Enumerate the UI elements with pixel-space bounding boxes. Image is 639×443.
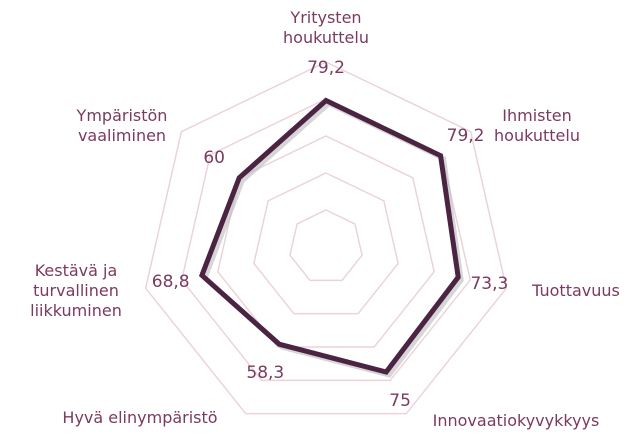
data-label: 73,3 <box>470 274 509 295</box>
axis-label: Ihmisten houkuttelu <box>494 106 580 145</box>
grid-ring <box>289 209 363 282</box>
data-label: 68,8 <box>151 272 190 293</box>
axis-label: Ympäristön vaaliminen <box>76 106 168 145</box>
axis-label: Innovaatiokyvykkyys <box>432 411 600 430</box>
data-label: 79,2 <box>307 58 345 79</box>
data-label: 75 <box>389 390 411 411</box>
axis-label: Yritysten houkuttelu <box>283 8 369 47</box>
data-label: 79,2 <box>446 125 485 146</box>
data-label: 60 <box>203 147 226 168</box>
axis-label: Hyvä elinympäristö <box>62 408 218 427</box>
data-label: 58,3 <box>246 363 285 383</box>
axis-label: Kestävä ja turvallinen liikkuminen <box>30 261 122 320</box>
grid-ring <box>144 61 508 415</box>
series-shadow <box>201 100 464 378</box>
axis-label: Tuottavuus <box>532 281 620 300</box>
series-line <box>198 97 461 375</box>
grid-ring <box>253 172 399 315</box>
